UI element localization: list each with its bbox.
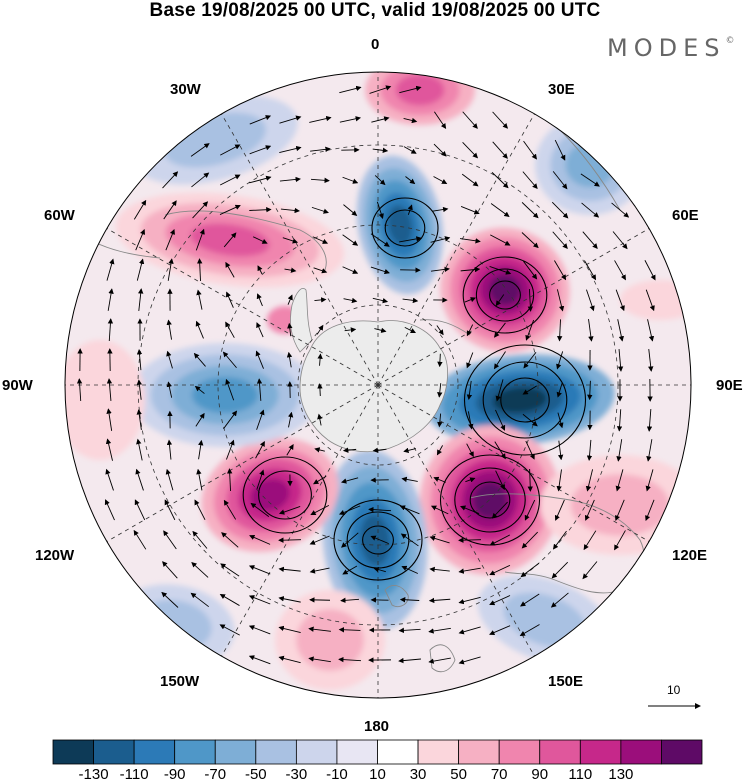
colorbar-swatch (133, 739, 176, 765)
contour-lines (242, 197, 587, 581)
colorbar-tick-label: 30 (409, 766, 427, 783)
colorbar (52, 739, 703, 765)
colorbar-tick-label: 90 (531, 766, 549, 783)
colorbar-swatch (498, 739, 541, 765)
anomaly-field (65, 72, 691, 698)
colorbar-swatch (52, 739, 94, 765)
colorbar-tick-label: 130 (608, 766, 634, 783)
colorbar-tick-label: -70 (204, 766, 227, 783)
colorbar-swatch (458, 739, 500, 765)
colorbar-tick-label: 10 (369, 766, 386, 783)
lon-label-30w: 30W (170, 81, 201, 98)
colorbar-swatch (295, 739, 338, 765)
colorbar-swatch (661, 739, 703, 765)
colorbar-swatch (417, 739, 460, 765)
antarctica (290, 288, 448, 453)
reference-vector-label: 10 (667, 683, 681, 697)
wind-vectors (76, 85, 656, 665)
lon-label-150w: 150W (160, 673, 200, 690)
lon-label-60e: 60E (672, 207, 699, 224)
map-border (64, 71, 692, 699)
colorbar-swatch (255, 739, 297, 765)
graticule (65, 72, 691, 698)
modes-logo: MODES© (607, 34, 735, 62)
colorbar-tick-label: -110 (119, 766, 149, 783)
colorbar-swatch (336, 739, 378, 765)
colorbar-tick-label: -10 (326, 766, 348, 783)
colorbar-tick-label: 50 (450, 766, 467, 783)
colorbar-tick-label: -50 (244, 766, 267, 783)
colorbar-swatch (579, 739, 622, 765)
lon-label-150e: 150E (548, 673, 584, 690)
lon-label-120e: 120E (672, 547, 708, 564)
lon-label-90w: 90W (2, 377, 33, 394)
lon-label-120w: 120W (35, 547, 75, 564)
colorbar-swatch (174, 739, 216, 765)
lon-label-0: 0 (371, 36, 380, 53)
lon-label-30e: 30E (548, 81, 575, 98)
colorbar-tick-label: 110 (568, 766, 593, 783)
colorbar-tick-label: -90 (163, 766, 186, 783)
map-title: Base 19/08/2025 00 UTC, valid 19/08/2025… (149, 0, 601, 21)
colorbar-swatch (377, 739, 419, 765)
colorbar-swatch (539, 739, 581, 765)
colorbar-swatch (214, 739, 257, 765)
lon-label-60w: 60W (44, 207, 75, 224)
colorbar-tick-label: 70 (490, 766, 508, 783)
lon-label-90e: 90E (716, 377, 743, 394)
colorbar-tick-label: -30 (285, 766, 308, 783)
colorbar-tick-label: -130 (78, 766, 109, 783)
colorbar-swatch (93, 739, 135, 765)
lon-label-180: 180 (364, 718, 390, 735)
colorbar-swatch (620, 739, 662, 765)
